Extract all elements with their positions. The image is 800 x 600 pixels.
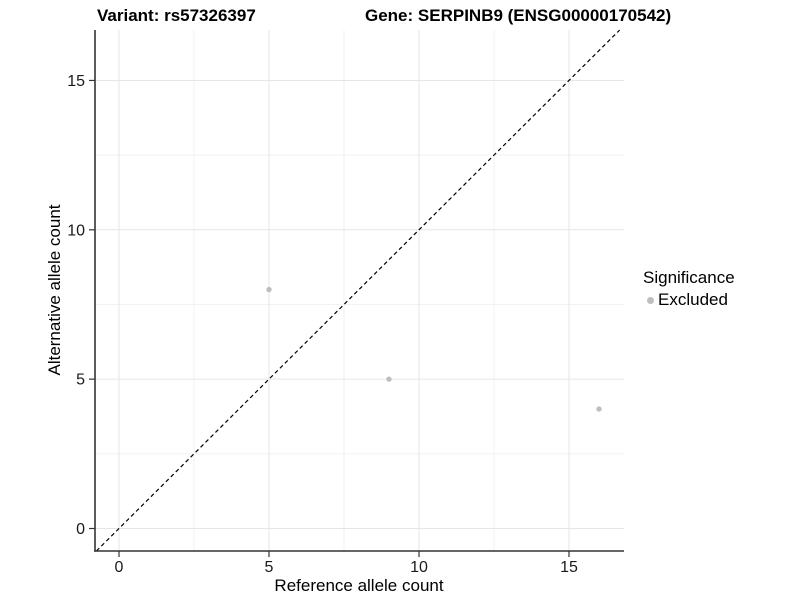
plot-title-gene: Gene: SERPINB9 (ENSG00000170542) [365,6,672,25]
legend-point-icon [646,296,654,304]
legend-key [641,291,659,309]
legend: Significance Excluded [641,268,735,310]
data-point [266,286,272,293]
legend-item-label: Excluded [658,290,728,309]
data-point [596,406,602,412]
x-tick-label: 15 [560,559,578,576]
y-tick-label: 15 [67,73,85,90]
y-tick-label: 0 [76,521,85,538]
identity-reference-line [95,29,621,552]
x-axis-title: Reference allele count [274,576,444,595]
x-tick-label: 0 [115,559,124,576]
y-tick-label: 5 [76,372,85,389]
data-point [386,376,392,382]
x-tick-label: 5 [265,559,274,576]
legend-title: Significance [643,268,735,287]
plot-title-variant: Variant: rs57326397 [97,6,256,25]
x-tick-label: 10 [410,559,428,576]
y-tick-label: 10 [67,222,85,239]
legend-item-excluded: Excluded [641,290,735,310]
y-axis-title: Alternative allele count [45,204,64,376]
